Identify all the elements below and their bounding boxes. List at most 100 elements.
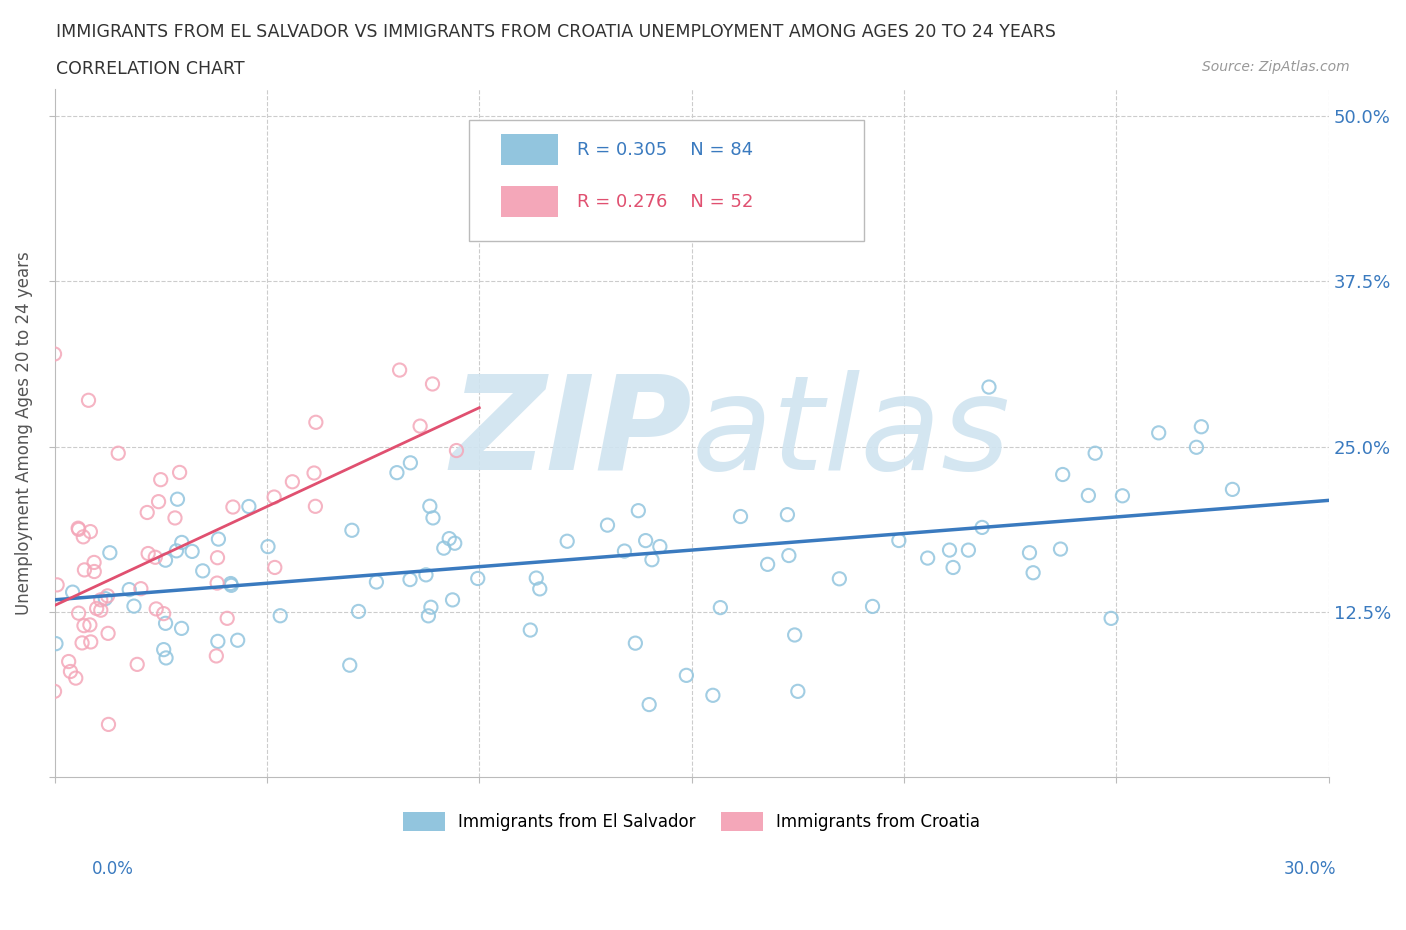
Point xyxy=(222,499,245,514)
Text: CORRELATION CHART: CORRELATION CHART xyxy=(56,60,245,78)
Point xyxy=(783,628,806,643)
Point xyxy=(1185,440,1208,455)
Point xyxy=(828,571,851,586)
Point xyxy=(165,543,187,558)
Point xyxy=(155,552,177,567)
Point xyxy=(127,657,149,671)
Text: IMMIGRANTS FROM EL SALVADOR VS IMMIGRANTS FROM CROATIA UNEMPLOYMENT AMONG AGES 2: IMMIGRANTS FROM EL SALVADOR VS IMMIGRANT… xyxy=(56,23,1056,41)
Point xyxy=(149,472,172,487)
Point xyxy=(122,599,145,614)
Point xyxy=(170,621,193,636)
Text: 30.0%: 30.0% xyxy=(1284,860,1336,878)
Point xyxy=(83,555,105,570)
Point xyxy=(118,582,141,597)
Point xyxy=(65,671,87,685)
Point xyxy=(439,531,461,546)
Point xyxy=(972,520,994,535)
Point xyxy=(148,494,170,509)
Point xyxy=(1077,488,1099,503)
Point xyxy=(624,636,647,651)
Point xyxy=(778,548,800,563)
Point xyxy=(347,604,370,618)
Point xyxy=(1022,565,1045,580)
Point xyxy=(207,532,229,547)
Point xyxy=(1049,541,1071,556)
Point xyxy=(79,618,101,632)
Point xyxy=(129,581,152,596)
Point xyxy=(45,636,67,651)
Point xyxy=(366,575,388,590)
Point xyxy=(257,539,280,554)
Point xyxy=(730,509,752,524)
Point xyxy=(388,363,411,378)
Point xyxy=(419,498,441,513)
Point xyxy=(62,585,84,600)
Point xyxy=(155,616,177,631)
Point xyxy=(170,535,193,550)
Point xyxy=(422,511,444,525)
Point xyxy=(339,658,361,672)
Point xyxy=(207,551,229,565)
Point xyxy=(226,632,249,647)
Point xyxy=(77,392,100,407)
Text: R = 0.305    N = 84: R = 0.305 N = 84 xyxy=(576,141,754,159)
Point xyxy=(443,536,465,551)
Point xyxy=(1084,445,1107,460)
Point xyxy=(217,611,239,626)
Point xyxy=(97,589,120,604)
Point xyxy=(44,684,66,698)
Point xyxy=(58,654,80,669)
Point xyxy=(938,542,960,557)
Point xyxy=(155,650,177,665)
Point xyxy=(97,626,120,641)
Point xyxy=(59,664,82,679)
Point xyxy=(409,418,432,433)
Point xyxy=(441,592,464,607)
Point xyxy=(46,578,69,592)
Point xyxy=(519,622,541,637)
Point xyxy=(136,505,159,520)
Point xyxy=(638,698,661,712)
Point xyxy=(79,525,101,539)
Point xyxy=(263,560,285,575)
Point xyxy=(238,499,260,514)
Point xyxy=(205,648,228,663)
Point xyxy=(136,546,159,561)
Point xyxy=(524,571,547,586)
Point xyxy=(67,605,90,620)
Bar xyxy=(501,186,558,217)
Point xyxy=(702,688,724,703)
Point xyxy=(163,511,186,525)
Point xyxy=(887,533,910,548)
Text: Source: ZipAtlas.com: Source: ZipAtlas.com xyxy=(1202,60,1350,74)
Point xyxy=(80,634,103,649)
Point xyxy=(166,492,188,507)
Point xyxy=(776,507,799,522)
Point xyxy=(67,521,90,536)
Point xyxy=(107,445,129,460)
Point xyxy=(94,591,117,606)
Point xyxy=(90,592,112,607)
Point xyxy=(446,443,468,458)
Point xyxy=(399,572,422,587)
Point xyxy=(44,347,66,362)
Point xyxy=(70,635,93,650)
Point xyxy=(415,567,437,582)
Point xyxy=(555,534,578,549)
Point xyxy=(422,377,444,392)
Text: atlas: atlas xyxy=(692,370,1011,497)
Point xyxy=(169,465,191,480)
Point xyxy=(305,415,328,430)
Point xyxy=(385,465,408,480)
Text: ZIP: ZIP xyxy=(450,370,692,497)
Point xyxy=(1018,545,1040,560)
Point xyxy=(977,379,1000,394)
Point xyxy=(73,618,96,633)
Point xyxy=(73,563,96,578)
Point xyxy=(219,576,242,591)
Point xyxy=(1189,419,1212,434)
Point xyxy=(1222,482,1244,497)
Point xyxy=(145,602,167,617)
Point xyxy=(862,599,884,614)
Point xyxy=(529,581,551,596)
